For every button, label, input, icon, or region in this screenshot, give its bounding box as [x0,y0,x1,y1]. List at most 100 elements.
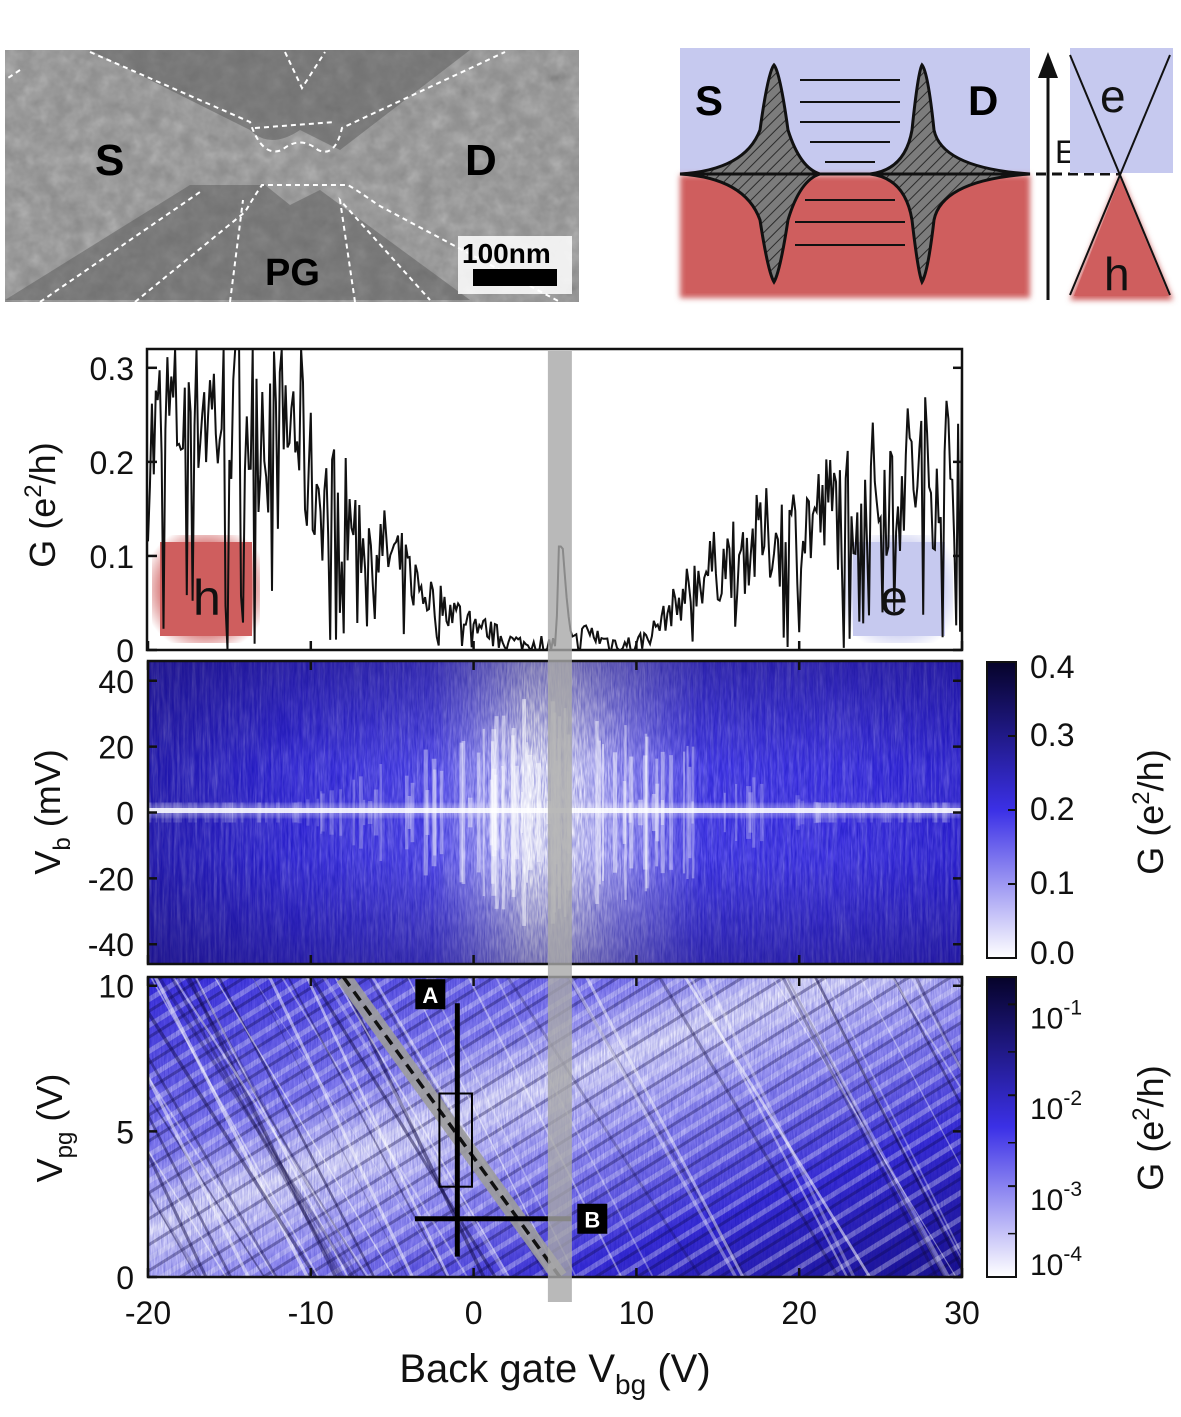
gate-map-resonance-line [184,977,367,1277]
gate-map-y-tick-label: 10 [98,969,134,1005]
bias-map-y-tick-label: 0 [116,796,134,832]
gate-colorbar-tick-label: 10-3 [1030,1178,1082,1217]
bias-colorbar-tick-label: 0.2 [1030,791,1074,827]
gate-colorbar-tick-label: 10-1 [1030,996,1082,1035]
bias-map-y-label: Vb (mV) [27,749,76,874]
line-plot-y-tick-label: 0.3 [90,351,134,387]
gate-map-x-tick-label: -10 [288,1295,334,1331]
bias-map-y-tick-label: -40 [88,927,134,963]
gate-map-resonance-line [338,977,486,1277]
gate-map-resonance-line [859,977,962,1171]
bias-colorbar-tick-label: 0.4 [1030,649,1074,685]
gate-map-y-tick-label: 0 [116,1260,134,1296]
sem-drain-label: D [465,136,497,185]
gate-map-resonance-line [251,977,449,1277]
scale-bar-label: 100nm [462,238,551,269]
band-drain-label: D [968,77,998,124]
gate-map-resonance-line [305,977,450,1277]
bias-colorbar-tick-label: 0.3 [1030,717,1074,753]
gate-map-y-tick-label: 5 [116,1114,134,1150]
bias-conductance-map: 40 20 0 -20 -40 Vb (mV) 0.4 0.3 0.2 0.1 0.0 G (e… [27,649,1171,971]
gate-map-colorbar-ticks: 10-1 10-2 10-3 10-4 [1008,996,1082,1282]
hole-region-label: h [193,570,221,626]
bias-map-y-tick-label: 20 [98,730,134,766]
gate-map-resonance-line [176,977,345,1277]
bias-colorbar-tick-label: 0.1 [1030,865,1074,901]
bias-map-y-axis: 40 20 0 -20 -40 [88,664,962,963]
gate-map-x-tick-label: 20 [781,1295,817,1331]
line-plot-x-ticks [146,641,964,650]
gate-map-resonance-line [568,977,738,1277]
gate-map-resonance-line [192,977,359,1277]
gate-conductance-map: A B 10 5 0 -20 -10 0 10 20 30 Vpg (V) Back gate… [29,969,1171,1400]
dirac-point-line [341,977,562,1277]
gate-map-resonance-line [148,1075,277,1277]
gate-map-resonance-line [156,977,356,1277]
gate-map-x-axis: -20 -10 0 10 20 30 [125,977,980,1331]
zoom-box [438,1092,473,1188]
gate-map-resonance-line [494,977,654,1277]
gate-map-resonance-line [213,977,395,1277]
gate-map-resonance-line [914,977,962,1075]
bias-map-x-ticks [146,661,964,964]
bias-map-colorbar-label: G (e2/h) [1128,749,1171,874]
gate-colorbar-tick-label: 10-4 [1030,1243,1082,1282]
cut-b-label: B [577,1203,608,1234]
cut-b-label-text: B [584,1208,600,1233]
gate-map-resonance-line [784,977,951,1277]
gate-map-resonance-line [910,977,962,1074]
gate-map-resonance-line [785,977,945,1277]
gate-map-resonance-line [148,1054,278,1277]
gate-map-resonance-line [217,977,376,1277]
line-plot-y-label: G (e2/h) [20,442,63,567]
gate-map-resonance-line [309,977,497,1277]
gate-map-x-tick-label: 0 [465,1295,483,1331]
gate-map-resonance-line [771,977,957,1277]
line-plot-y-tick-label: 0 [116,633,134,669]
gate-map-resonance-line [822,977,962,1257]
gate-map-resonance-line [148,1188,202,1277]
cut-a-label-text: A [422,983,438,1008]
gate-map-resonance-line [891,977,962,1092]
gate-map-resonance-line [657,977,841,1277]
gate-map-resonance-line [891,977,962,1109]
gate-map-resonance-line [149,977,320,1277]
gate-map-resonance-line [813,977,962,1273]
electron-region-label: e [880,570,908,626]
gate-map-resonance-line [780,977,939,1277]
gate-map-x-tick-label: 30 [944,1295,980,1331]
gate-map-resonance-line [584,977,745,1277]
scale-bar [473,269,557,286]
sem-source-label: S [95,136,124,185]
hole-region-fill [160,542,252,636]
gate-map-x-tick-label: -20 [125,1295,171,1331]
sem-image-panel: S D PG 100nm [5,50,579,302]
gate-map-colorbar-label: G (e2/h) [1128,1065,1171,1190]
gate-map-resonance-line [148,1094,266,1277]
line-plot-y-tick-label: 0.2 [90,445,134,481]
band-conduction-region [680,48,1030,173]
gate-map-resonance-line [683,977,872,1277]
gate-map-x-tick-label: 10 [619,1295,655,1331]
gate-map-resonance-line [280,977,469,1277]
gate-map-resonance-line [333,977,511,1277]
energy-axis-arrow-icon [1038,52,1058,78]
sem-gate-label: PG [265,252,320,294]
gate-map-resonance-line [252,977,409,1277]
x-axis-label: Back gate Vbg (V) [399,1347,710,1400]
gate-map-resonance-line [287,977,448,1277]
cone-electron-label: e [1100,70,1126,122]
gate-map-resonance-line [322,977,509,1277]
gate-map-resonance-line [148,1149,227,1277]
gate-map-resonance-line [148,1112,233,1277]
cone-hole-label: h [1104,248,1130,300]
gate-map-resonance-line [148,1009,318,1277]
conductance-line-plot: h e 0.3 0.2 0.1 0 G (e2/h) [20,347,964,669]
band-source-label: S [695,77,723,124]
line-plot-y-axis: 0.3 0.2 0.1 0 [90,351,962,669]
gate-map-resonance-line [566,977,748,1277]
highlight-band [547,351,572,1302]
gate-map-y-label: Vpg (V) [29,1074,78,1183]
gate-map-resonance-line [506,977,703,1277]
